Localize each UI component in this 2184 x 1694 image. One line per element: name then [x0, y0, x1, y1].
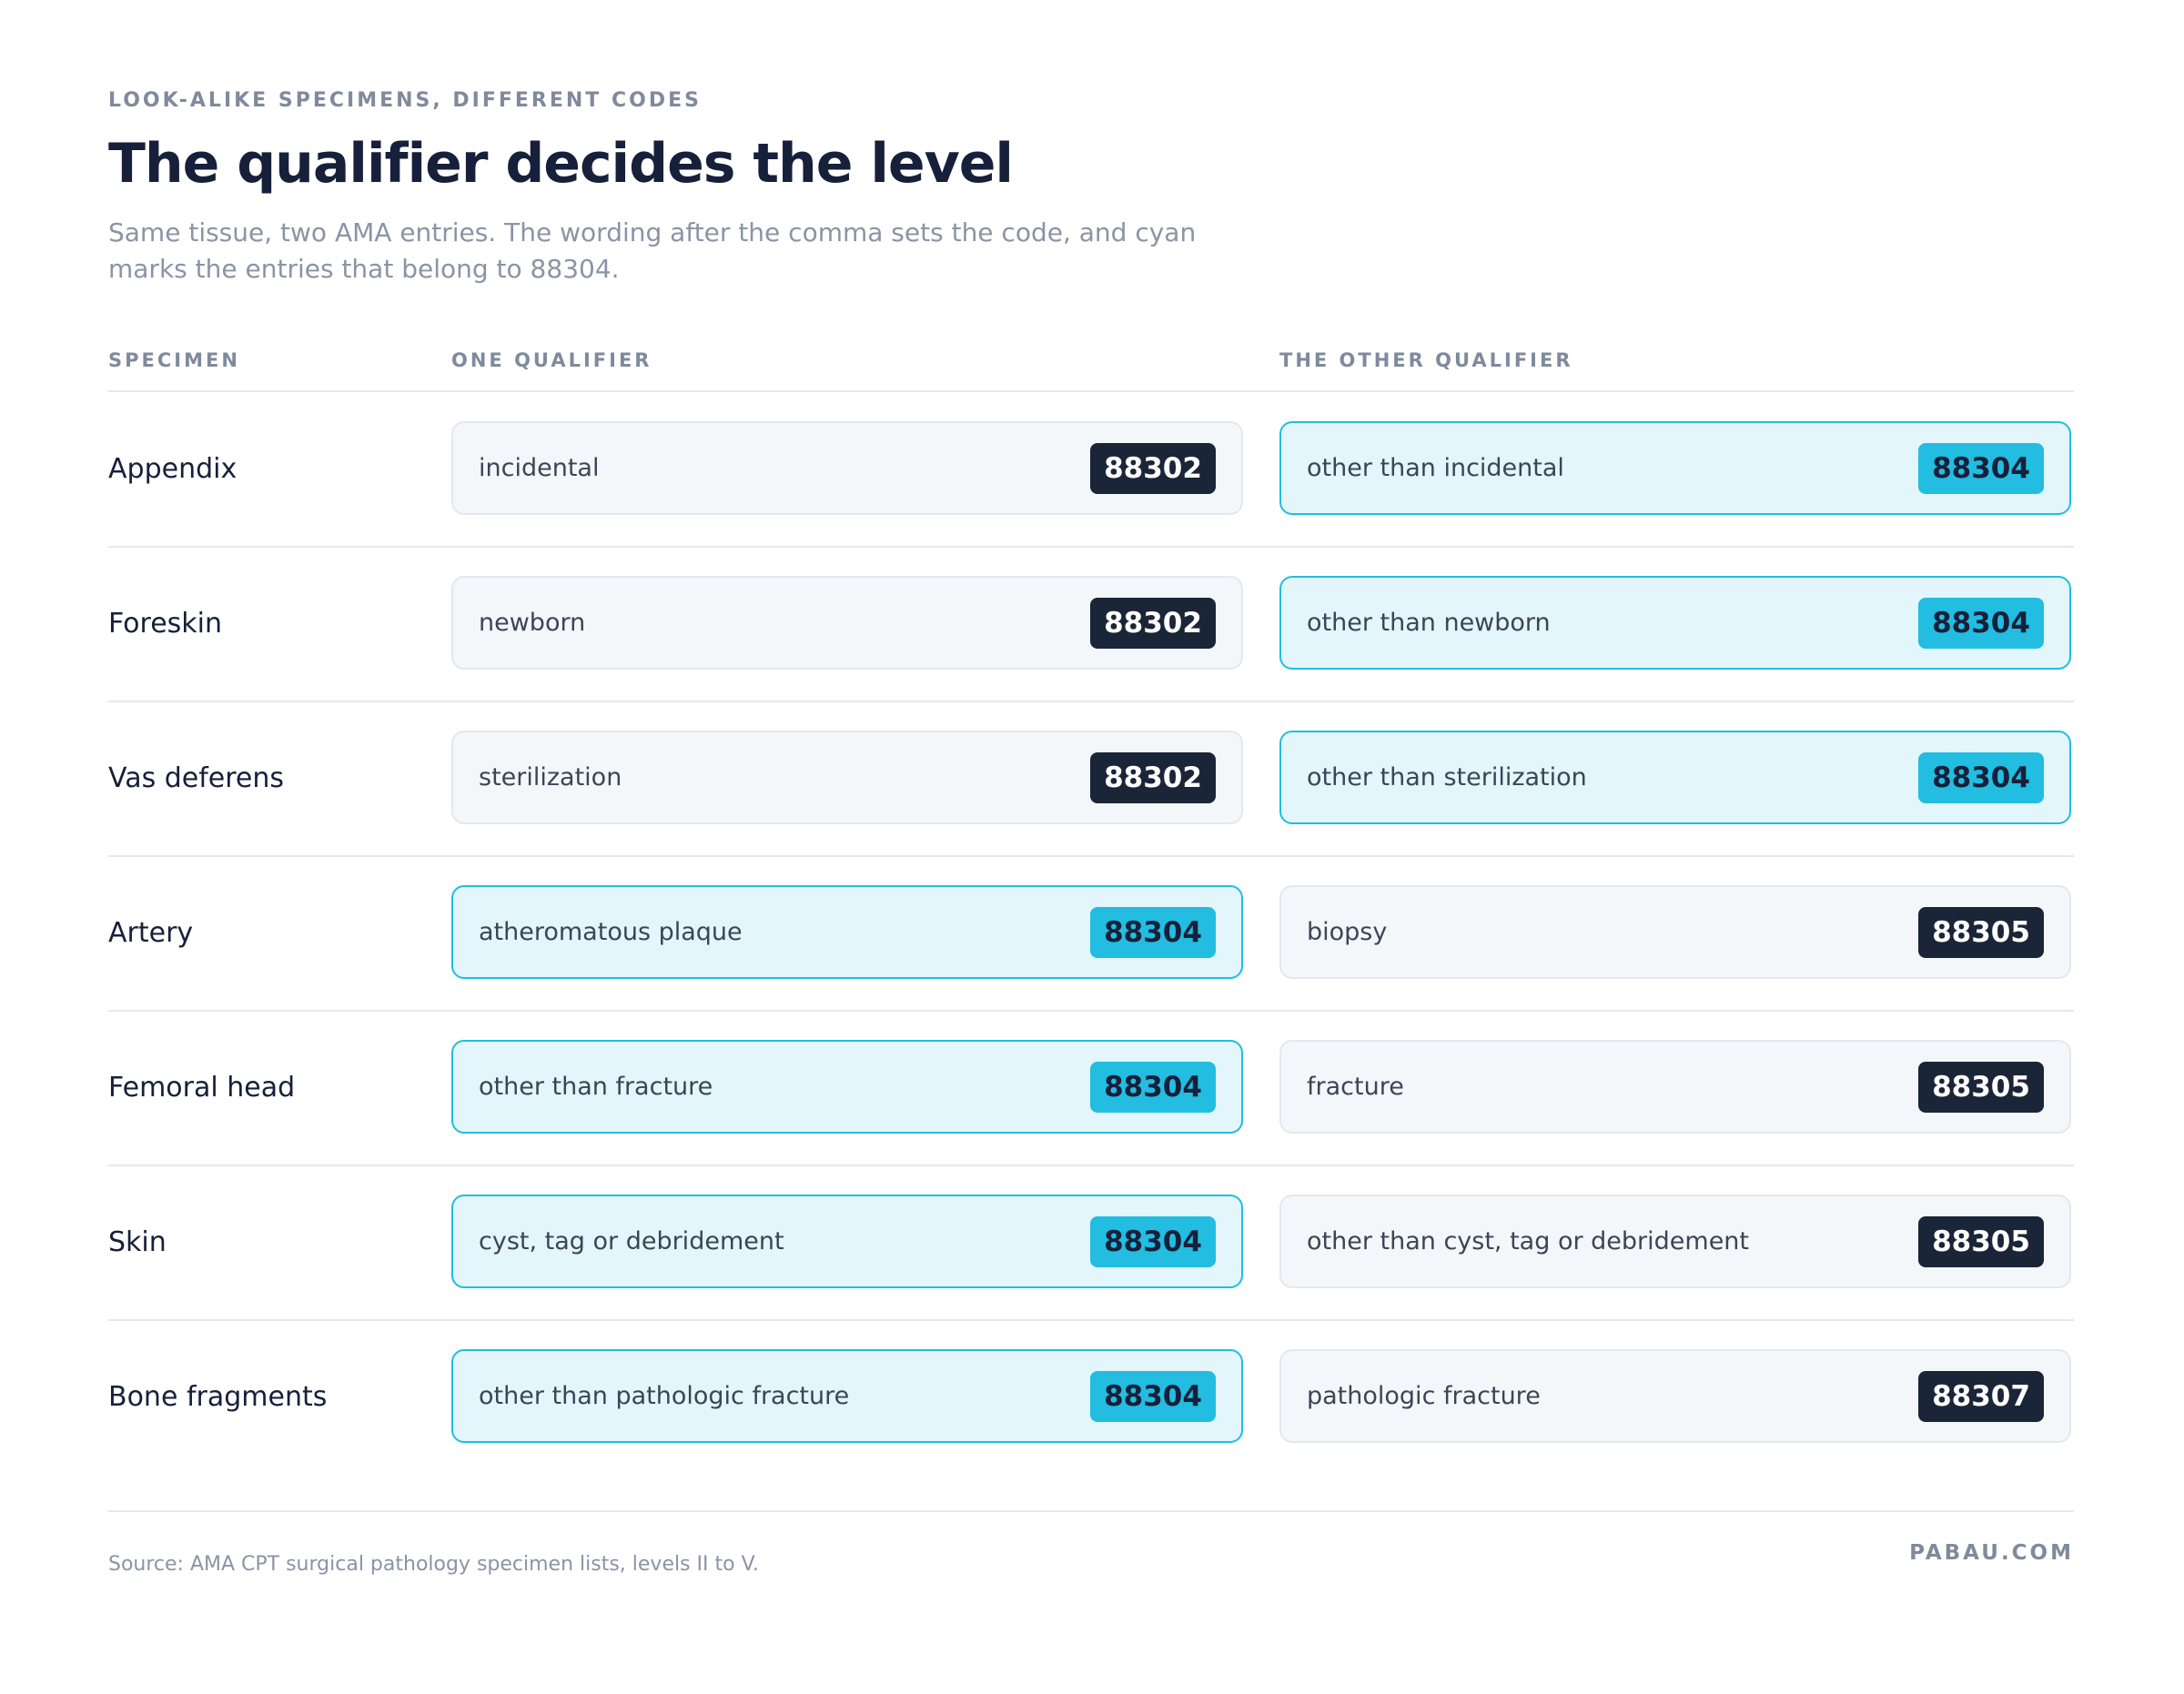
- specimen: Foreskin: [108, 608, 223, 640]
- qualifier-card: incidental 88302: [451, 421, 1243, 515]
- row-divider: [108, 1319, 2074, 1321]
- code-badge: 88305: [1918, 1062, 2044, 1113]
- column-header: THE OTHER QUALIFIER: [1279, 349, 1573, 371]
- qualifier: fracture: [1307, 1073, 1404, 1101]
- table-row: Vas deferens sterilization 88302 other than…: [108, 701, 2074, 856]
- qualifier: incidental: [479, 454, 600, 482]
- row-divider: [108, 1010, 2074, 1012]
- code-badge: 88304: [1090, 1371, 1216, 1422]
- table-row: Artery atheromatous plaque 88304 biopsy 8830…: [108, 856, 2074, 1011]
- qualifier-card: atheromatous plaque 88304: [451, 885, 1243, 979]
- row-divider: [108, 546, 2074, 548]
- specimen: Femoral head: [108, 1072, 296, 1104]
- table-row: Appendix incidental 88302 other than incide…: [108, 392, 2074, 547]
- qualifier-card: sterilization 88302: [451, 731, 1243, 824]
- qualifier: other than sterilization: [1307, 763, 1587, 792]
- divider: [108, 1510, 2074, 1512]
- qualifier: atheromatous plaque: [479, 918, 743, 946]
- row-divider: [108, 701, 2074, 702]
- qualifier: other than newborn: [1307, 609, 1551, 637]
- qualifier: biopsy: [1307, 918, 1388, 946]
- qualifier: other than fracture: [479, 1073, 713, 1101]
- brand: PABAU.COM: [1909, 1541, 2074, 1565]
- code-badge: 88302: [1090, 752, 1216, 803]
- qualifier-card: fracture 88305: [1279, 1040, 2071, 1134]
- table-row: Skin cyst, tag or debridement 88304 other t…: [108, 1165, 2074, 1320]
- subtitle: Same tissue, two AMA entries. The wordin…: [108, 217, 1197, 284]
- code-badge: 88302: [1090, 443, 1216, 494]
- qualifier-card: pathologic fracture 88307: [1279, 1349, 2071, 1443]
- divider: [108, 390, 2074, 392]
- code-badge: 88307: [1918, 1371, 2044, 1422]
- table-row: Bone fragments other than pathologic frac…: [108, 1320, 2074, 1475]
- qualifier-card: other than sterilization 88304: [1279, 731, 2071, 824]
- qualifier: other than pathologic fracture: [479, 1382, 850, 1410]
- specimen: Vas deferens: [108, 762, 285, 794]
- qualifier: sterilization: [479, 763, 622, 792]
- qualifier-card: other than pathologic fracture 88304: [451, 1349, 1243, 1443]
- qualifier-card: other than incidental 88304: [1279, 421, 2071, 515]
- specimen: Bone fragments: [108, 1381, 328, 1413]
- qualifier: pathologic fracture: [1307, 1382, 1541, 1410]
- code-badge: 88305: [1918, 1216, 2044, 1267]
- specimen: Artery: [108, 917, 194, 949]
- title: The qualifier decides the level: [108, 132, 1014, 196]
- qualifier: other than cyst, tag or debridement: [1307, 1227, 1749, 1255]
- qualifier-card: other than fracture 88304: [451, 1040, 1243, 1134]
- column-header: ONE QUALIFIER: [451, 349, 652, 371]
- specimen: Appendix: [108, 453, 238, 485]
- row-divider: [108, 855, 2074, 857]
- qualifier: other than incidental: [1307, 454, 1564, 482]
- row-divider: [108, 1165, 2074, 1166]
- qualifier-card: cyst, tag or debridement 88304: [451, 1195, 1243, 1288]
- qualifier-card: other than newborn 88304: [1279, 576, 2071, 670]
- code-badge: 88304: [1090, 1216, 1216, 1267]
- code-badge: 88304: [1090, 1062, 1216, 1113]
- code-badge: 88304: [1918, 752, 2044, 803]
- qualifier: cyst, tag or debridement: [479, 1227, 784, 1255]
- column-header: SPECIMEN: [108, 349, 240, 371]
- code-badge: 88304: [1918, 598, 2044, 649]
- table-row: Foreskin newborn 88302 other than newborn 88…: [108, 547, 2074, 701]
- source-note: Source: AMA CPT surgical pathology speci…: [108, 1553, 759, 1576]
- table-row: Femoral head other than fracture 88304 frac…: [108, 1011, 2074, 1165]
- qualifier-card: other than cyst, tag or debridement 88305: [1279, 1195, 2071, 1288]
- eyebrow: LOOK-ALIKE SPECIMENS, DIFFERENT CODES: [108, 89, 702, 112]
- qualifier-card: newborn 88302: [451, 576, 1243, 670]
- qualifier-card: biopsy 88305: [1279, 885, 2071, 979]
- specimen: Skin: [108, 1226, 167, 1258]
- code-badge: 88302: [1090, 598, 1216, 649]
- qualifier: newborn: [479, 609, 586, 637]
- code-badge: 88305: [1918, 907, 2044, 958]
- code-badge: 88304: [1918, 443, 2044, 494]
- code-badge: 88304: [1090, 907, 1216, 958]
